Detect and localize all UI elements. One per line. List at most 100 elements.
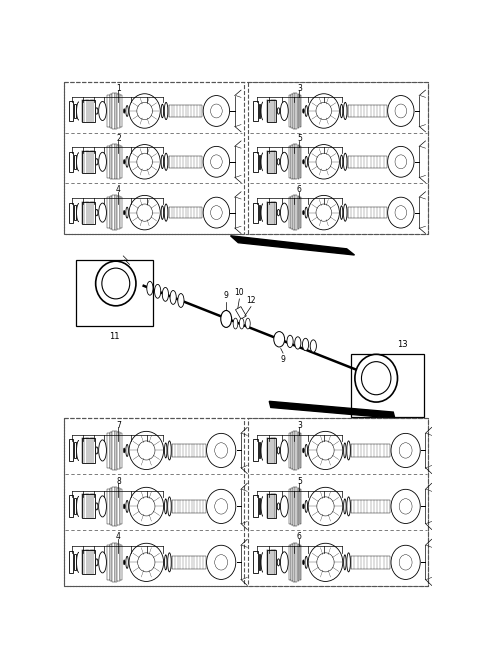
Bar xyxy=(298,544,300,581)
Bar xyxy=(267,438,276,463)
Bar xyxy=(296,144,297,179)
Bar xyxy=(79,495,82,518)
Ellipse shape xyxy=(215,443,228,458)
Ellipse shape xyxy=(317,441,334,460)
Bar xyxy=(120,146,122,177)
Ellipse shape xyxy=(280,203,288,222)
Bar xyxy=(253,495,258,518)
Ellipse shape xyxy=(129,544,164,581)
Ellipse shape xyxy=(340,155,343,169)
Ellipse shape xyxy=(399,498,412,514)
Bar xyxy=(120,95,122,127)
Ellipse shape xyxy=(99,203,107,222)
Bar xyxy=(112,487,115,526)
Ellipse shape xyxy=(137,153,153,170)
Bar xyxy=(169,156,202,167)
Bar xyxy=(264,550,266,575)
Ellipse shape xyxy=(277,503,280,510)
Ellipse shape xyxy=(165,443,167,458)
Text: 4: 4 xyxy=(116,532,121,542)
Ellipse shape xyxy=(308,144,339,179)
Ellipse shape xyxy=(164,204,168,221)
Bar xyxy=(74,104,76,118)
Ellipse shape xyxy=(305,556,308,569)
Ellipse shape xyxy=(126,105,128,117)
Ellipse shape xyxy=(277,159,280,165)
Bar xyxy=(298,145,300,179)
Ellipse shape xyxy=(302,560,304,565)
Bar xyxy=(110,145,112,179)
Bar xyxy=(69,101,73,121)
Bar xyxy=(115,431,117,470)
Bar xyxy=(110,94,112,128)
Bar xyxy=(64,81,244,234)
Ellipse shape xyxy=(206,489,236,524)
Bar xyxy=(108,545,110,580)
Ellipse shape xyxy=(126,556,128,569)
Ellipse shape xyxy=(305,207,308,218)
Bar xyxy=(259,554,260,571)
Ellipse shape xyxy=(355,354,397,402)
Bar xyxy=(169,207,202,218)
Bar xyxy=(248,81,428,234)
Bar xyxy=(69,551,73,573)
Ellipse shape xyxy=(96,559,98,566)
Bar xyxy=(291,94,293,128)
Bar xyxy=(108,197,110,228)
Bar xyxy=(118,94,120,128)
Bar xyxy=(120,433,122,468)
Ellipse shape xyxy=(123,560,125,565)
Bar xyxy=(64,418,428,586)
Ellipse shape xyxy=(308,195,339,230)
Text: 13: 13 xyxy=(397,340,408,349)
Text: 6: 6 xyxy=(297,532,302,542)
Bar xyxy=(69,440,73,461)
Polygon shape xyxy=(230,236,355,255)
Ellipse shape xyxy=(168,441,171,460)
Ellipse shape xyxy=(178,293,184,307)
Bar xyxy=(79,100,82,122)
Bar xyxy=(118,196,120,230)
Ellipse shape xyxy=(126,156,128,167)
Bar xyxy=(259,154,260,169)
Bar xyxy=(351,556,390,569)
Ellipse shape xyxy=(164,153,168,170)
Ellipse shape xyxy=(129,144,160,179)
Ellipse shape xyxy=(168,553,171,572)
Bar xyxy=(172,444,205,457)
Bar xyxy=(118,145,120,179)
Bar xyxy=(110,488,112,525)
Ellipse shape xyxy=(391,545,420,579)
Ellipse shape xyxy=(126,444,128,457)
Bar xyxy=(298,488,300,525)
Ellipse shape xyxy=(129,487,164,526)
Ellipse shape xyxy=(76,440,81,461)
Ellipse shape xyxy=(280,552,288,573)
Bar xyxy=(300,146,301,177)
Ellipse shape xyxy=(221,310,232,328)
Text: 2: 2 xyxy=(116,134,121,144)
Ellipse shape xyxy=(261,440,265,461)
Ellipse shape xyxy=(344,103,347,120)
Bar xyxy=(69,152,73,171)
Text: 8: 8 xyxy=(116,477,121,485)
Bar xyxy=(253,152,258,171)
Ellipse shape xyxy=(317,553,334,572)
Bar xyxy=(118,488,120,525)
Ellipse shape xyxy=(76,102,81,120)
Ellipse shape xyxy=(388,197,414,228)
Bar xyxy=(296,543,297,582)
Ellipse shape xyxy=(261,552,265,573)
Ellipse shape xyxy=(96,159,98,165)
Ellipse shape xyxy=(344,555,346,570)
Bar xyxy=(115,93,117,128)
Text: 5: 5 xyxy=(297,134,302,144)
Bar xyxy=(79,151,82,173)
Ellipse shape xyxy=(347,441,350,460)
Text: 1: 1 xyxy=(116,83,121,93)
Ellipse shape xyxy=(340,206,343,219)
Bar xyxy=(82,151,95,173)
Bar xyxy=(110,544,112,581)
Ellipse shape xyxy=(261,102,265,120)
Bar xyxy=(296,431,297,470)
